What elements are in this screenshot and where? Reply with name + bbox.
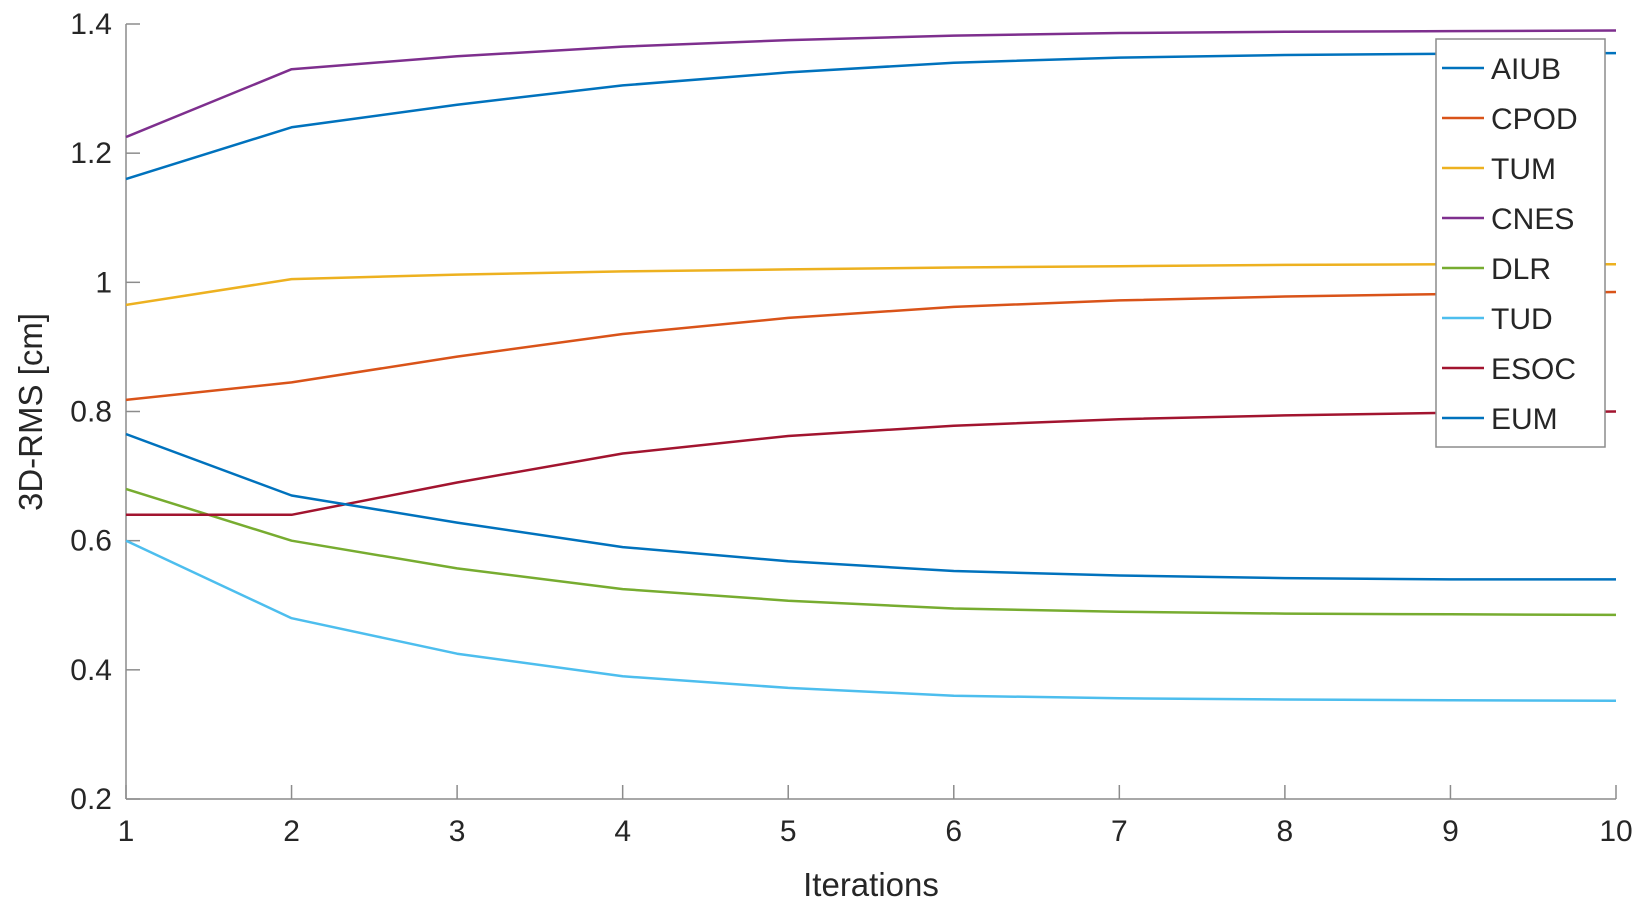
series-line-aiub [125,51,1617,181]
x-tick-label: 1 [118,815,135,848]
y-tick-label: 0.6 [70,525,112,558]
x-tick-label: 9 [1442,815,1459,848]
y-tick-label: 0.2 [70,783,112,816]
axes-group: 0.2 0.4 0.6 0.8 1 1.2 1.4 1 2 3 4 5 6 7 8 9 10 [70,8,1632,848]
y-tick-label: 0.4 [70,654,112,687]
y-tick-label: 1 [95,266,112,299]
legend-label-eum: EUM [1491,403,1558,436]
y-axis-label: 3D-RMS [cm] [12,313,49,511]
legend-label-aiub: AIUB [1491,53,1561,86]
x-tick-label: 8 [1277,815,1294,848]
x-axis-label: Iterations [803,866,939,903]
x-tick-label: 10 [1599,815,1632,848]
plot-lines-group [125,29,1617,703]
y-tick-label: 1.4 [70,8,112,41]
x-tick-label: 2 [283,815,300,848]
legend-label-dlr: DLR [1491,253,1551,286]
legend-label-cnes: CNES [1491,203,1574,236]
x-tick-label: 7 [1111,815,1128,848]
legend-label-tum: TUM [1491,153,1556,186]
x-tick-label: 4 [614,815,631,848]
series-line-esoc [126,410,1617,517]
series-line-eum [125,432,1616,581]
axis-labels-group: Iterations 3D-RMS [cm] [12,313,939,903]
legend-label-tud: TUD [1491,303,1553,336]
legend-label-esoc: ESOC [1491,353,1576,386]
legend-label-cpod: CPOD [1491,103,1578,136]
series-line-dlr [125,487,1617,617]
y-tick-label: 1.2 [70,137,112,170]
series-line-cnes [125,29,1617,139]
legend-group: AIUB CPOD TUM CNES DLR TUD ESOC EUM [1435,38,1606,448]
series-line-tum [125,263,1616,307]
series-line-tud [125,539,1617,703]
x-tick-label: 5 [780,815,797,848]
y-tick-label: 0.8 [70,396,112,429]
legend-box [1435,38,1606,448]
x-tick-label: 6 [945,815,962,848]
series-line-cpod [125,290,1617,402]
x-tick-label: 3 [449,815,466,848]
